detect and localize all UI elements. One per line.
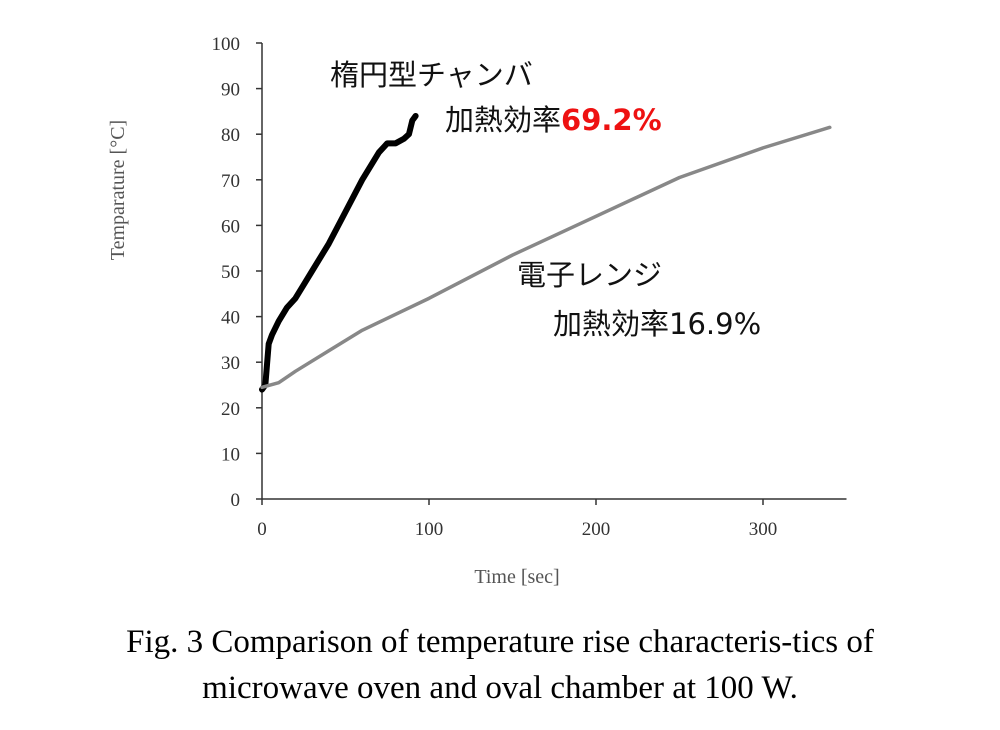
- x-tick-label: 200: [582, 519, 611, 540]
- y-tick-label: 100: [212, 34, 241, 55]
- series-label: 電子レンジ: [517, 258, 662, 292]
- efficiency-label: 加熱効率69.2%: [445, 103, 662, 137]
- caption: Fig. 3 Comparison of temperature rise ch…: [126, 624, 874, 660]
- y-tick-label: 0: [231, 490, 241, 511]
- caption: microwave oven and oval chamber at 100 W…: [202, 670, 798, 706]
- y-tick-label: 10: [221, 444, 240, 465]
- y-tick-label: 70: [221, 171, 240, 192]
- x-tick-label: 300: [749, 519, 778, 540]
- series-line: [259, 112, 419, 393]
- x-tick-label: 100: [415, 519, 444, 540]
- efficiency-label: 加熱効率16.9%: [553, 307, 761, 341]
- y-tick-label: 30: [221, 353, 240, 374]
- x-axis-title: Time [sec]: [474, 566, 559, 588]
- y-tick-label: 50: [221, 262, 240, 283]
- efficiency-value: 16.9%: [669, 307, 761, 341]
- y-tick-label: 40: [221, 308, 240, 329]
- y-tick-label: 20: [221, 399, 240, 420]
- y-axis-title: Temparature [°C]: [107, 120, 129, 260]
- y-tick-label: 80: [221, 125, 240, 146]
- x-tick-label: 0: [257, 519, 267, 540]
- series-line: [260, 125, 832, 390]
- efficiency-text: 加熱効率: [445, 103, 561, 137]
- efficiency-text: 加熱効率: [553, 307, 669, 341]
- y-tick-label: 60: [221, 216, 240, 237]
- series-label: 楕円型チャンバ: [330, 58, 533, 92]
- y-tick-label: 90: [221, 80, 240, 101]
- efficiency-value: 69.2%: [561, 103, 662, 137]
